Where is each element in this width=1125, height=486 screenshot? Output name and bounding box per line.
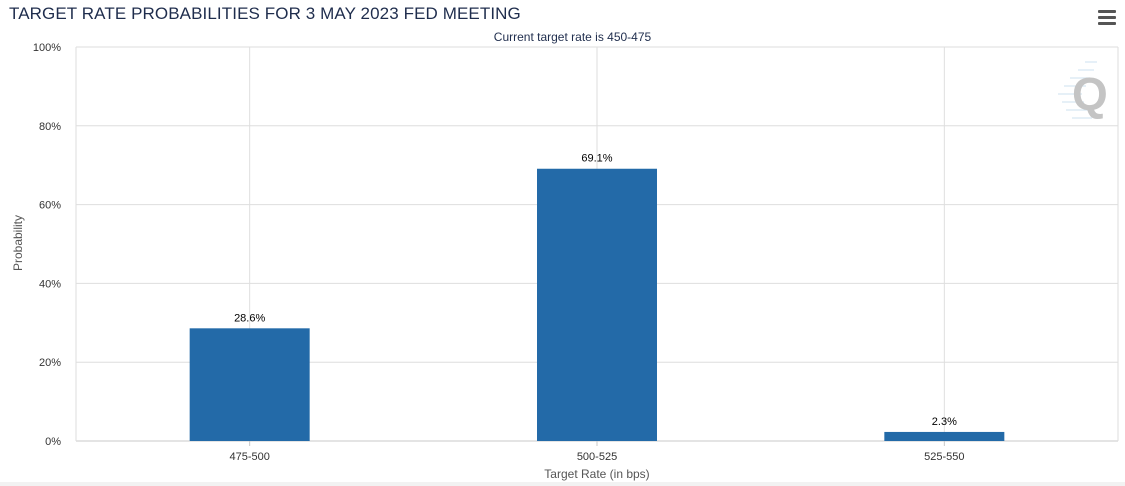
bottom-strip — [0, 482, 1125, 486]
svg-text:Q: Q — [1072, 68, 1108, 120]
y-tick-label: 80% — [39, 121, 61, 133]
y-tick-label: 0% — [45, 436, 61, 448]
bar[interactable] — [189, 328, 310, 441]
x-tick-label: 500-525 — [577, 451, 617, 463]
bars-layer — [189, 168, 1005, 441]
data-label: 28.6% — [234, 312, 265, 324]
y-tick-label: 20% — [39, 357, 61, 369]
y-tick-label: 100% — [33, 42, 61, 54]
y-tick-label: 60% — [39, 200, 61, 212]
chart-subtitle: Current target rate is 450-475 — [493, 30, 652, 44]
y-axis-title: Probability — [11, 215, 25, 271]
y-tick-label: 40% — [39, 278, 61, 290]
data-label: 2.3% — [932, 416, 957, 428]
bar[interactable] — [537, 168, 657, 441]
bar[interactable] — [884, 431, 1005, 441]
x-tick-label: 525-550 — [924, 451, 964, 463]
x-tick-label: 475-500 — [229, 451, 269, 463]
data-label: 69.1% — [581, 153, 612, 165]
q-logo-icon: Q — [1058, 61, 1108, 120]
chart-title: TARGET RATE PROBABILITIES FOR 3 MAY 2023… — [9, 4, 521, 23]
x-axis-title: Target Rate (in bps) — [544, 467, 649, 481]
labels-layer: 0% 20% 40% 60% 80% 100% 28.6% 475-500 69.1% 500-5… — [33, 42, 965, 463]
hamburger-menu-icon[interactable] — [1098, 10, 1116, 26]
